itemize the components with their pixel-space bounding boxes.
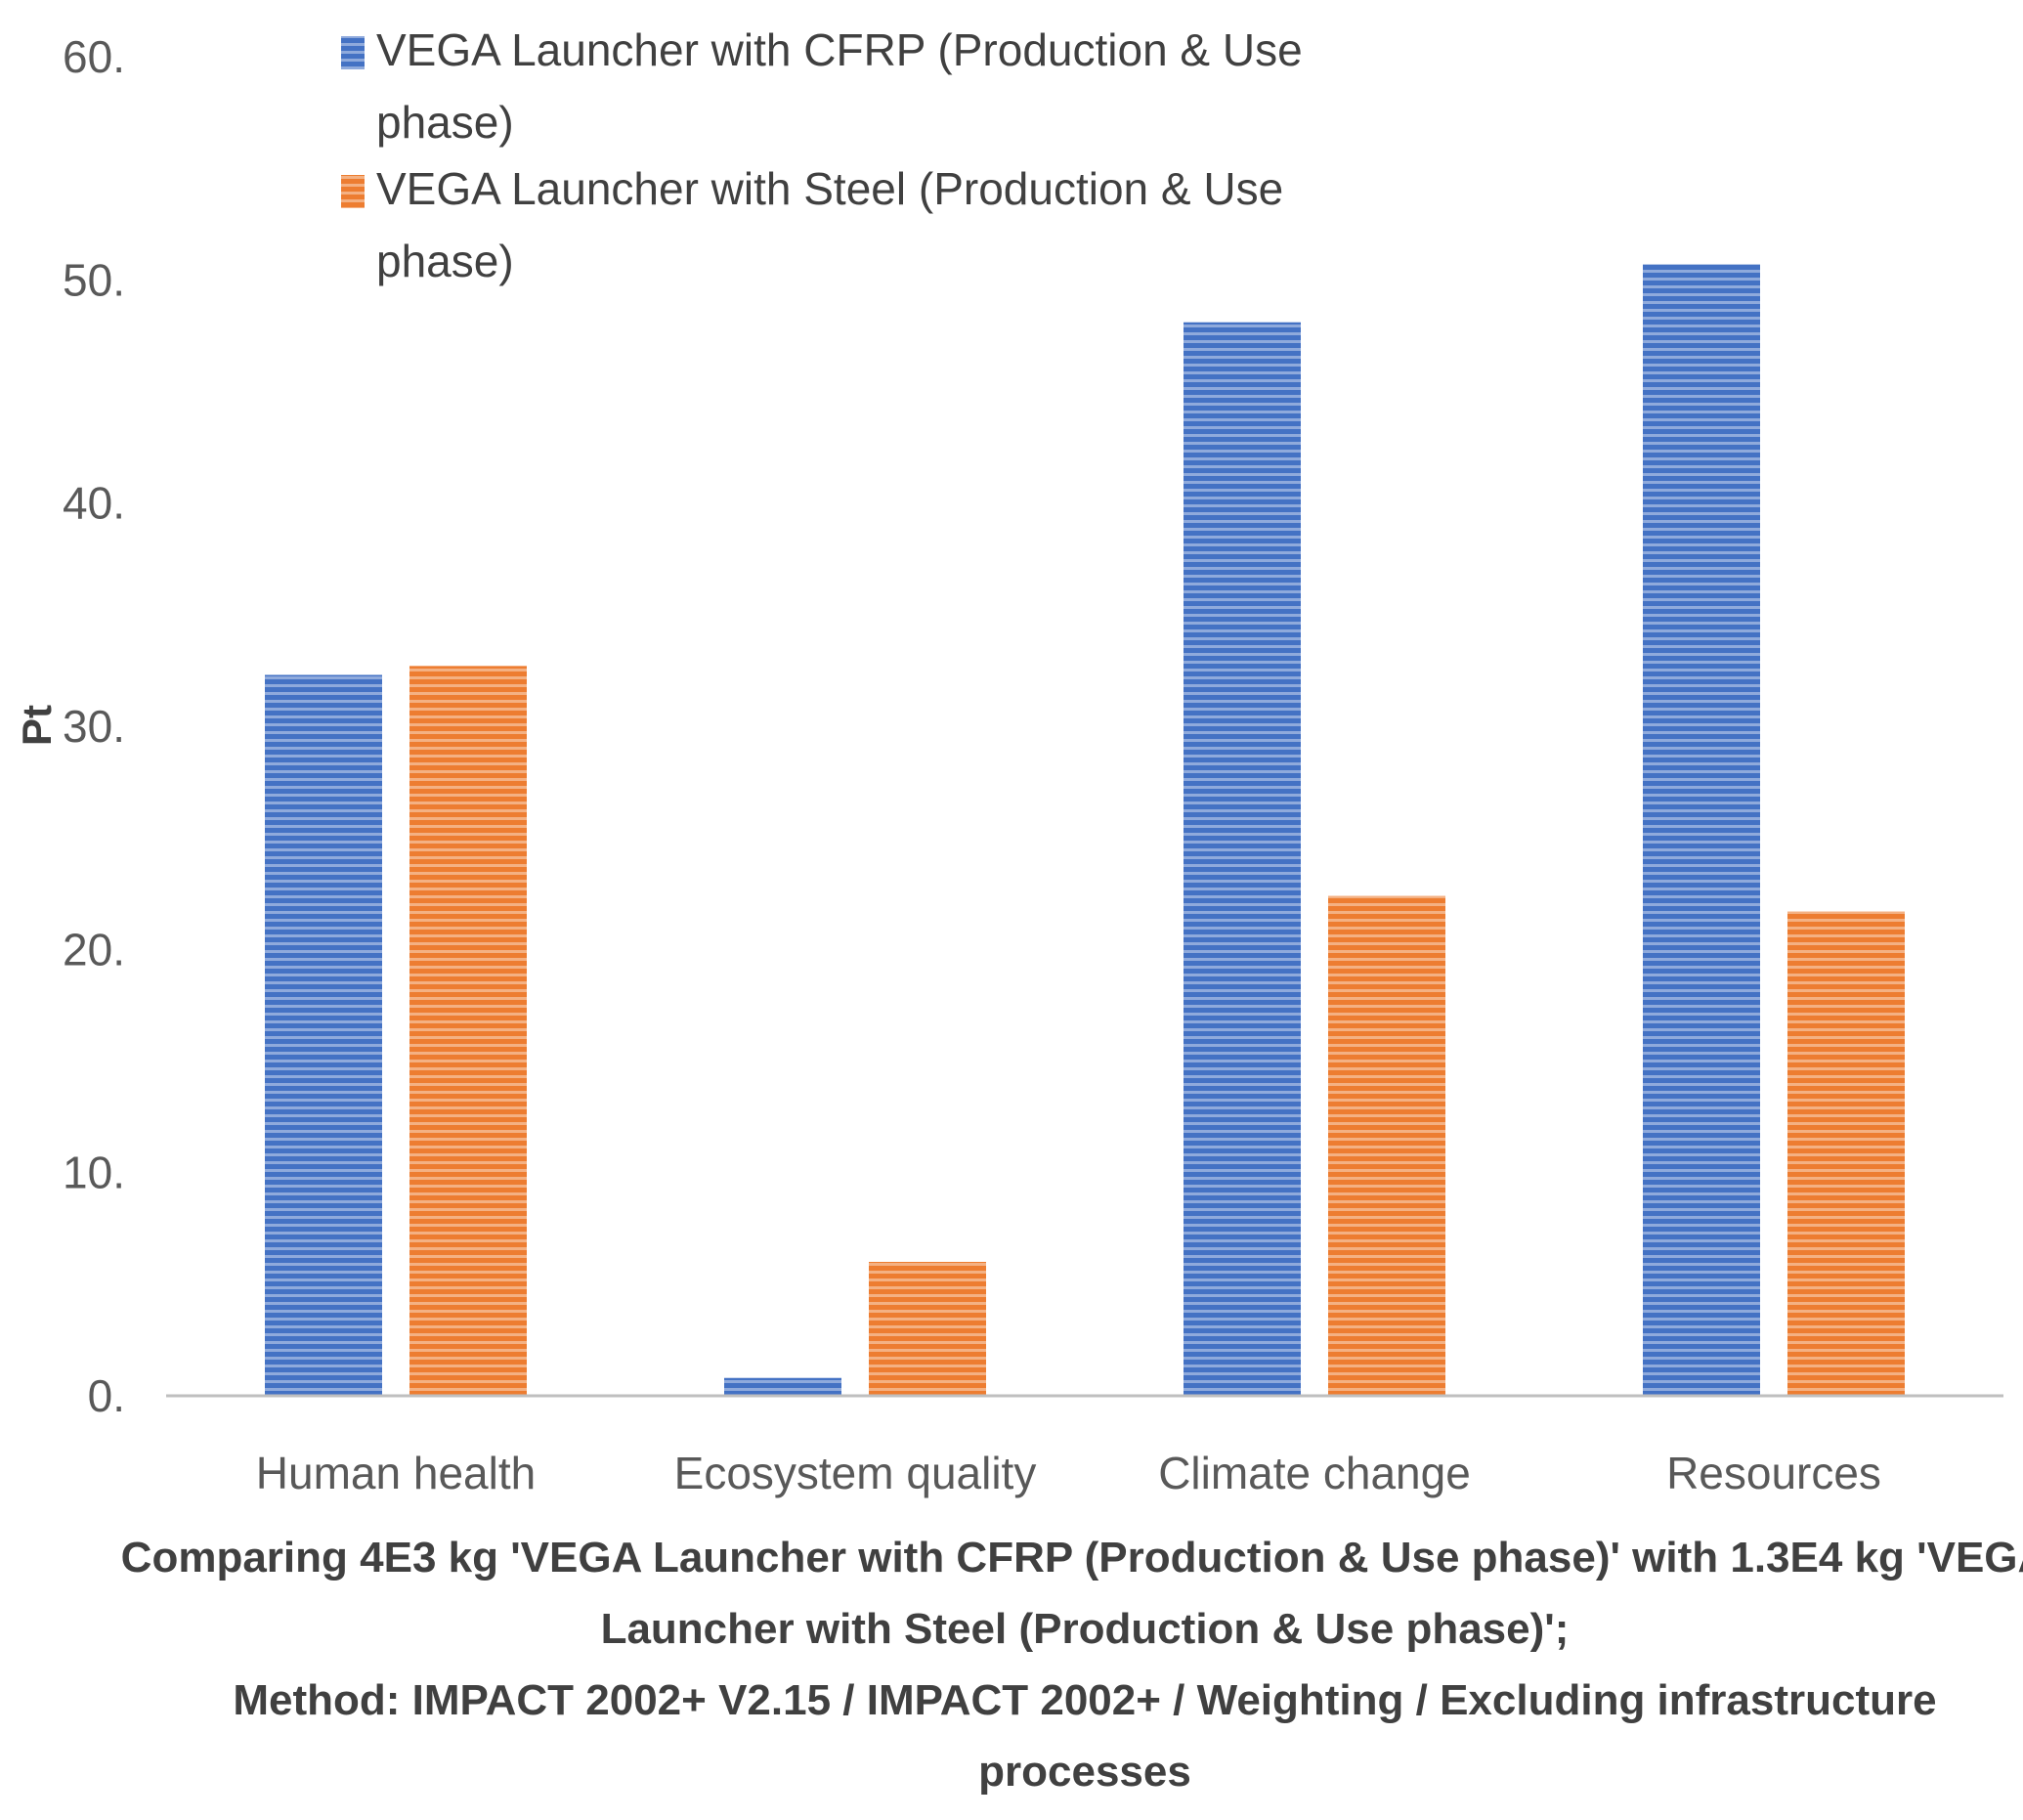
category-labels-group: Human health Ecosystem quality Climate cha…	[256, 1448, 1881, 1498]
y-tick-label: 30.	[63, 701, 125, 752]
y-tick-label: 20.	[63, 924, 125, 975]
y-axis-title: Pt	[14, 705, 60, 746]
x-category-label: Ecosystem quality	[674, 1448, 1037, 1498]
bar-resources-series-2	[1787, 911, 1905, 1396]
legend-label-series-1: phase)	[376, 97, 514, 148]
bar-ecosystem-quality-series-1	[724, 1377, 841, 1396]
y-tick-label: 0.	[88, 1370, 125, 1421]
x-axis-title-line: Launcher with Steel (Production & Use ph…	[601, 1605, 1570, 1653]
bar-resources-series-1	[1643, 264, 1760, 1397]
y-ticks-group: 0. 10. 20. 30. 40. 50. 60.	[63, 31, 125, 1421]
legend: VEGA Launcher with CFRP (Production & Us…	[341, 24, 1303, 286]
legend-swatch-series-1	[341, 36, 365, 69]
legend-swatch-series-2	[341, 175, 365, 208]
bar-climate-change-series-2	[1328, 895, 1445, 1396]
x-category-label: Human health	[256, 1448, 536, 1498]
x-axis-title: Comparing 4E3 kg 'VEGA Launcher with CFR…	[121, 1534, 2023, 1796]
y-tick-label: 40.	[63, 478, 125, 529]
bars-group	[265, 264, 1905, 1397]
x-axis-title-line: processes	[978, 1748, 1191, 1796]
legend-label-series-2: VEGA Launcher with Steel (Production & U…	[376, 163, 1283, 214]
y-tick-label: 10.	[63, 1148, 125, 1198]
bar-human-health-series-2	[409, 666, 527, 1396]
x-axis-title-line: Method: IMPACT 2002+ V2.15 / IMPACT 2002…	[233, 1676, 1936, 1724]
x-axis-title-line: Comparing 4E3 kg 'VEGA Launcher with CFR…	[121, 1534, 2023, 1582]
x-category-label: Climate change	[1158, 1448, 1471, 1498]
legend-label-series-2: phase)	[376, 236, 514, 286]
bar-climate-change-series-1	[1184, 322, 1301, 1396]
y-tick-label: 50.	[63, 254, 125, 305]
legend-label-series-1: VEGA Launcher with CFRP (Production & Us…	[376, 24, 1303, 75]
x-category-label: Resources	[1666, 1448, 1881, 1498]
y-tick-label: 60.	[63, 31, 125, 82]
bar-ecosystem-quality-series-2	[869, 1262, 986, 1396]
bar-human-health-series-1	[265, 674, 382, 1396]
